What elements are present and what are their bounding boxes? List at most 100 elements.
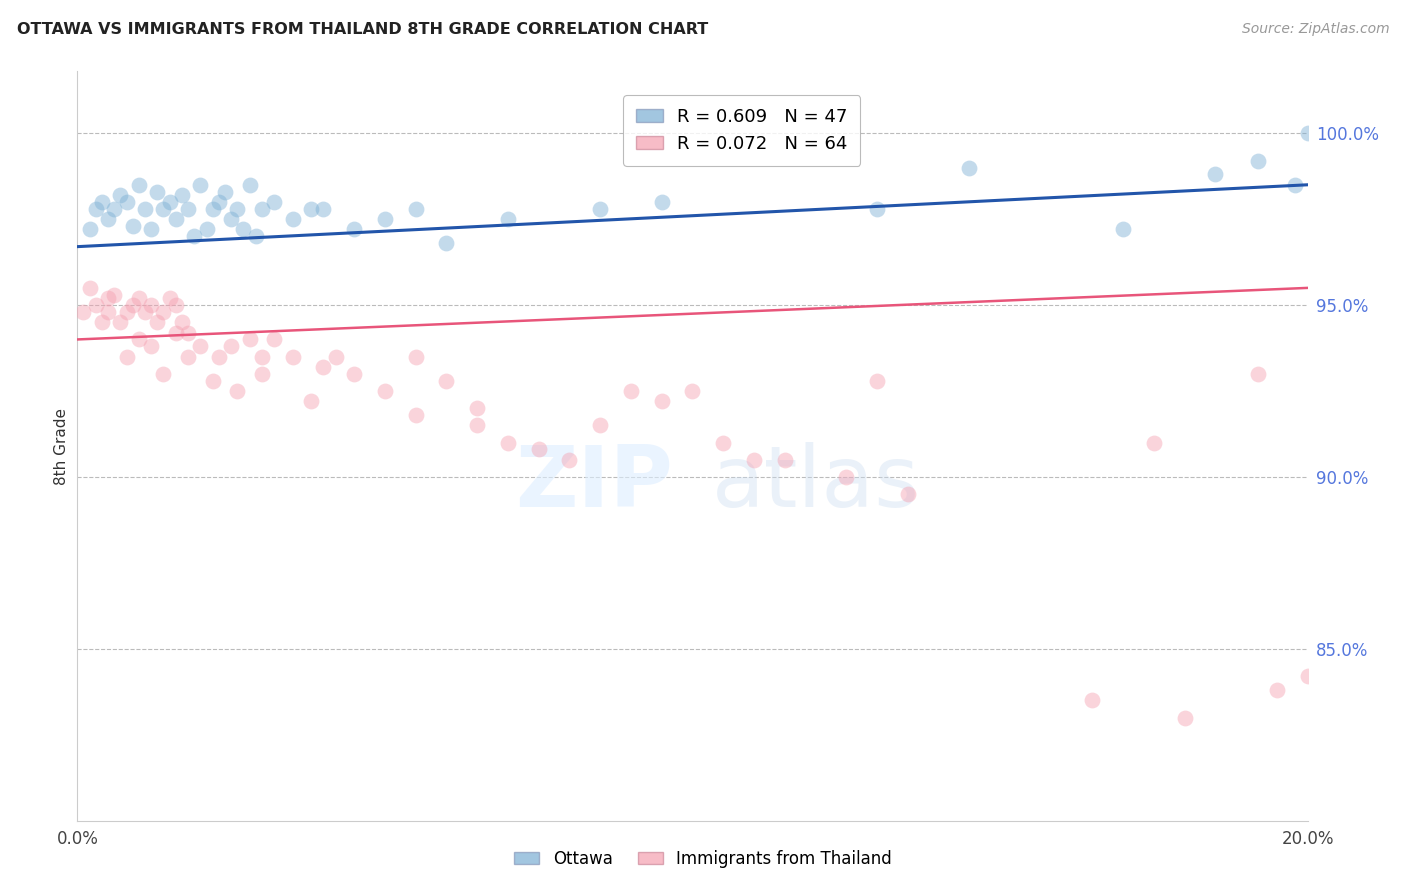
Point xyxy=(183,229,205,244)
Point xyxy=(201,374,224,388)
Point xyxy=(188,339,212,353)
Point xyxy=(250,367,273,381)
Point xyxy=(177,326,200,340)
Point xyxy=(250,350,273,364)
Point xyxy=(1284,178,1306,192)
Point xyxy=(72,305,94,319)
Point xyxy=(374,212,396,227)
Point xyxy=(159,291,181,305)
Point xyxy=(527,442,550,457)
Point xyxy=(866,202,889,216)
Point xyxy=(465,401,488,416)
Point xyxy=(405,408,427,422)
Point xyxy=(1081,693,1104,707)
Point xyxy=(84,202,107,216)
Point xyxy=(250,202,273,216)
Point xyxy=(177,350,200,364)
Point xyxy=(312,359,335,374)
Point xyxy=(226,202,249,216)
Legend: R = 0.609   N = 47, R = 0.072   N = 64: R = 0.609 N = 47, R = 0.072 N = 64 xyxy=(623,95,860,166)
Point xyxy=(170,188,193,202)
Legend: Ottawa, Immigrants from Thailand: Ottawa, Immigrants from Thailand xyxy=(508,844,898,875)
Point xyxy=(263,333,285,347)
Point xyxy=(134,202,156,216)
Point xyxy=(152,202,174,216)
Point xyxy=(773,452,796,467)
Point xyxy=(239,333,262,347)
Point xyxy=(343,367,366,381)
Point xyxy=(103,287,125,301)
Point xyxy=(103,202,125,216)
Y-axis label: 8th Grade: 8th Grade xyxy=(53,408,69,484)
Point xyxy=(312,202,335,216)
Point xyxy=(115,305,138,319)
Point xyxy=(742,452,765,467)
Point xyxy=(651,194,673,209)
Point xyxy=(208,194,231,209)
Point xyxy=(121,219,143,233)
Point xyxy=(188,178,212,192)
Point xyxy=(159,194,181,209)
Point xyxy=(146,315,169,329)
Point xyxy=(90,315,114,329)
Point xyxy=(835,470,858,484)
Point xyxy=(152,367,174,381)
Point xyxy=(1247,367,1270,381)
Point xyxy=(682,384,704,398)
Point xyxy=(866,374,889,388)
Point xyxy=(84,298,107,312)
Point xyxy=(146,185,169,199)
Point xyxy=(299,202,322,216)
Point xyxy=(152,305,174,319)
Point xyxy=(115,350,138,364)
Point xyxy=(281,350,304,364)
Point xyxy=(239,178,262,192)
Point xyxy=(1143,435,1166,450)
Point xyxy=(90,194,114,209)
Point xyxy=(97,305,120,319)
Point xyxy=(496,212,519,227)
Point xyxy=(589,202,612,216)
Point xyxy=(214,185,236,199)
Point xyxy=(110,315,132,329)
Point xyxy=(177,202,200,216)
Point xyxy=(558,452,581,467)
Point xyxy=(343,222,366,236)
Point xyxy=(405,202,427,216)
Point xyxy=(1265,683,1288,698)
Point xyxy=(110,188,132,202)
Point xyxy=(299,394,322,409)
Point xyxy=(141,222,163,236)
Point xyxy=(1174,710,1197,724)
Point xyxy=(1296,126,1319,140)
Point xyxy=(1296,669,1319,683)
Point xyxy=(651,394,673,409)
Point xyxy=(165,212,187,227)
Point xyxy=(897,487,920,501)
Point xyxy=(281,212,304,227)
Point xyxy=(245,229,267,244)
Point xyxy=(141,298,163,312)
Point xyxy=(232,222,254,236)
Text: ZIP: ZIP xyxy=(515,442,673,525)
Point xyxy=(128,333,150,347)
Point xyxy=(219,212,242,227)
Point xyxy=(97,291,120,305)
Point xyxy=(711,435,734,450)
Point xyxy=(128,291,150,305)
Point xyxy=(195,222,218,236)
Point xyxy=(436,236,458,251)
Point xyxy=(1112,222,1135,236)
Point xyxy=(121,298,143,312)
Point xyxy=(165,298,187,312)
Point xyxy=(208,350,231,364)
Point xyxy=(263,194,285,209)
Point xyxy=(201,202,224,216)
Point xyxy=(589,418,612,433)
Point xyxy=(957,161,980,175)
Point xyxy=(79,222,101,236)
Text: OTTAWA VS IMMIGRANTS FROM THAILAND 8TH GRADE CORRELATION CHART: OTTAWA VS IMMIGRANTS FROM THAILAND 8TH G… xyxy=(17,22,709,37)
Point xyxy=(436,374,458,388)
Point xyxy=(219,339,242,353)
Point xyxy=(141,339,163,353)
